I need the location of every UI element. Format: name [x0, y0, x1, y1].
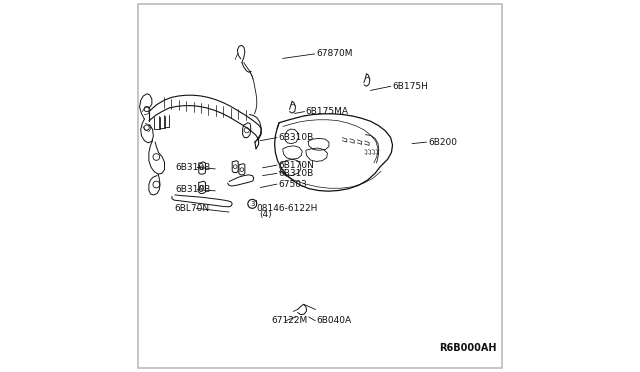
Text: 6B310B: 6B310B	[175, 163, 210, 172]
Text: R6B000AH: R6B000AH	[439, 343, 497, 353]
Text: 6BL70N: 6BL70N	[174, 204, 209, 213]
Text: (4): (4)	[260, 210, 273, 219]
Text: 3: 3	[250, 201, 255, 207]
Text: 6B170N: 6B170N	[278, 161, 314, 170]
Text: 67870M: 67870M	[316, 49, 353, 58]
Text: 08146-6122H: 08146-6122H	[257, 204, 318, 213]
Text: 67503: 67503	[278, 180, 307, 189]
Text: 6B310B: 6B310B	[175, 185, 210, 194]
Text: 6B040A: 6B040A	[316, 316, 351, 325]
Text: 6B310B: 6B310B	[278, 169, 314, 178]
Text: 6B310B: 6B310B	[278, 133, 314, 142]
Text: 6B175MA: 6B175MA	[306, 107, 349, 116]
Text: 6B175H: 6B175H	[392, 82, 428, 91]
Text: 67122M: 67122M	[271, 316, 307, 325]
Text: 6B200: 6B200	[428, 138, 457, 147]
